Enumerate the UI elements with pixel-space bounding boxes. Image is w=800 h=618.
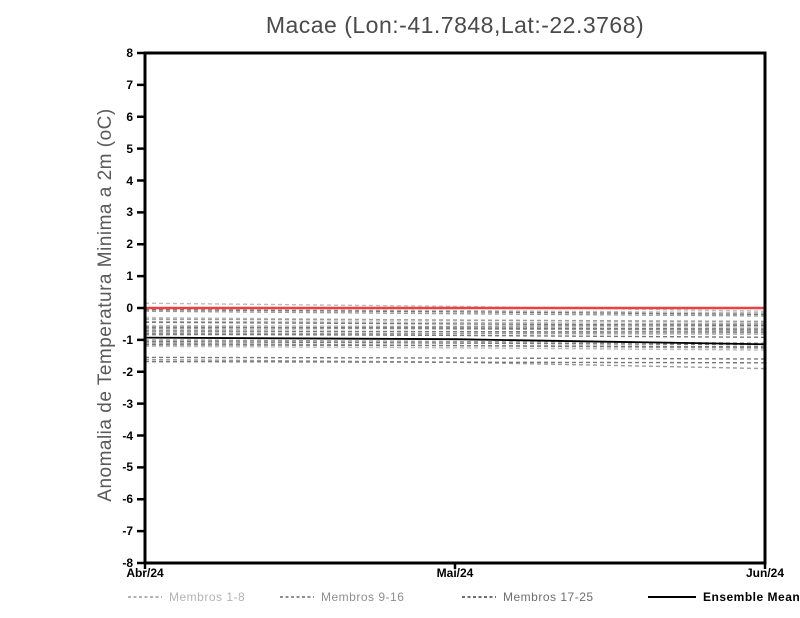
legend-item-membros-17-25: Membros 17-25 — [462, 589, 594, 605]
member-line — [144, 308, 766, 314]
y-tick-label: -3 — [122, 396, 133, 411]
member-line — [144, 358, 766, 370]
member-line — [144, 345, 766, 351]
member-line — [144, 318, 766, 323]
y-tick-label: 5 — [126, 141, 133, 156]
member-line — [144, 339, 766, 344]
y-tick-label: -8 — [122, 556, 133, 570]
y-tick-label: -2 — [122, 364, 133, 379]
member-line — [144, 326, 766, 330]
member-line — [144, 320, 766, 325]
member-line — [144, 333, 766, 338]
legend-item-membros-1-8: Membros 1-8 — [128, 589, 245, 605]
member-line — [144, 344, 766, 348]
dashed-line-sample-icon — [462, 596, 496, 598]
y-tick-label: 3 — [126, 205, 133, 220]
x-tick-label: Abr/24 — [126, 566, 164, 580]
legend-item-membros-9-16: Membros 9-16 — [280, 589, 404, 605]
legend: Membros 1-8 Membros 9-16 Membros 17-25 E… — [0, 589, 800, 605]
y-tick-label: 2 — [126, 237, 133, 252]
dashed-line-sample-icon — [280, 596, 314, 598]
member-line — [144, 321, 766, 327]
legend-label: Membros 9-16 — [321, 590, 405, 604]
y-tick-label: 0 — [126, 301, 133, 315]
member-line — [144, 340, 766, 346]
legend-label: Membros 17-25 — [503, 590, 594, 604]
member-line — [144, 356, 766, 360]
member-line — [144, 332, 766, 335]
x-tick-label: Jun/24 — [745, 566, 784, 580]
y-tick-label: 4 — [126, 173, 133, 188]
y-tick-label: 6 — [126, 109, 133, 124]
y-tick-label: -1 — [122, 332, 133, 347]
member-line — [144, 360, 766, 364]
y-tick-label: -5 — [122, 460, 133, 475]
member-line — [144, 308, 766, 316]
member-line — [144, 302, 766, 312]
member-line — [144, 326, 766, 331]
dashed-line-sample-icon — [128, 596, 162, 598]
member-line — [144, 330, 766, 333]
y-tick-label: -7 — [122, 524, 133, 539]
y-tick-label: 1 — [126, 269, 133, 284]
y-tick-label: 8 — [126, 46, 133, 60]
chart-title: Macae (Lon:-41.7848,Lat:-22.3768) — [265, 12, 645, 38]
y-tick-label: -6 — [122, 492, 133, 507]
ensemble-mean-line — [144, 336, 766, 346]
member-line — [144, 323, 766, 330]
legend-label: Membros 1-8 — [169, 590, 246, 604]
y-tick-label: 7 — [126, 77, 133, 92]
legend-label: Ensemble Mean — [703, 590, 800, 604]
solid-line-sample-icon — [648, 596, 696, 598]
x-tick-label: Mai/24 — [436, 566, 474, 580]
legend-item-ensemble-mean: Ensemble Mean — [648, 589, 800, 605]
member-line — [144, 310, 766, 317]
y-tick-label: -4 — [122, 428, 133, 443]
